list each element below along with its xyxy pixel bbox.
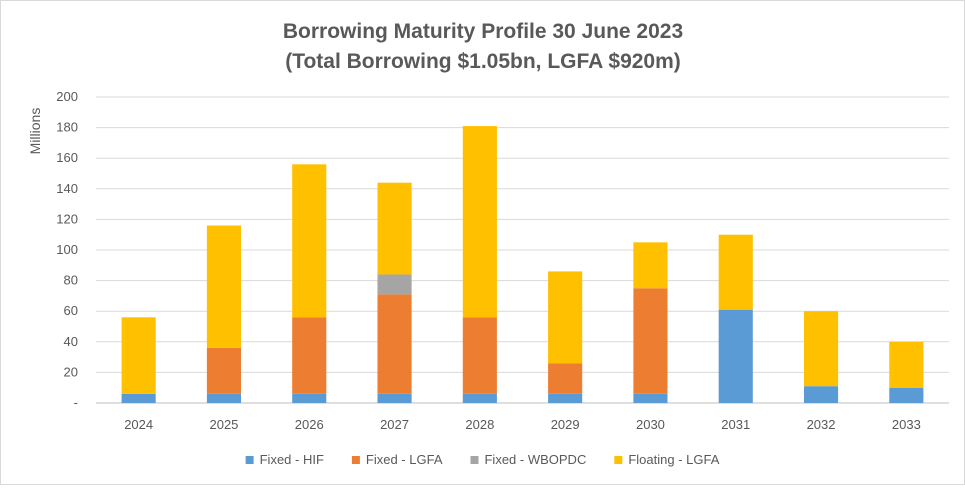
y-axis-ticks: - 20 40 60 80 100 120 140 160 180 200 <box>56 89 78 410</box>
bar-fixed-lgfa-2030 <box>633 288 668 394</box>
bars <box>121 126 924 403</box>
bar-floating-lgfa-2031 <box>718 234 753 310</box>
y-tick-label: 180 <box>56 120 78 135</box>
bar-fixed-lgfa-2027 <box>377 294 412 394</box>
y-tick-label: 60 <box>64 303 78 318</box>
x-tick-label: 2025 <box>209 417 238 432</box>
x-tick-label: 2028 <box>465 417 494 432</box>
x-tick-label: 2032 <box>807 417 836 432</box>
bar-fixed-hif-2026 <box>292 393 327 403</box>
y-tick-label: 200 <box>56 89 78 104</box>
x-tick-label: 2027 <box>380 417 409 432</box>
bar-floating-lgfa-2028 <box>462 126 497 318</box>
bar-floating-lgfa-2032 <box>803 311 839 387</box>
x-tick-label: 2024 <box>124 417 153 432</box>
x-tick-label: 2029 <box>551 417 580 432</box>
bar-floating-lgfa-2030 <box>633 242 668 289</box>
y-tick-label: - <box>74 395 78 410</box>
legend-swatch-floating-lgfa <box>614 456 623 464</box>
bar-fixed-hif-2028 <box>462 393 497 403</box>
x-tick-label: 2033 <box>892 417 921 432</box>
legend-swatch-fixed-lgfa <box>351 456 360 464</box>
bar-fixed-hif-2031 <box>718 309 753 403</box>
bar-fixed-lgfa-2029 <box>548 363 583 394</box>
y-tick-label: 40 <box>64 334 78 349</box>
y-axis-title: Millions <box>27 108 43 155</box>
bar-floating-lgfa-2033 <box>889 341 924 388</box>
chart-title: Borrowing Maturity Profile 30 June 2023 <box>283 20 683 43</box>
y-tick-label: 100 <box>56 242 78 257</box>
bar-fixed-hif-2024 <box>121 393 156 403</box>
y-tick-label: 160 <box>56 150 78 165</box>
bar-fixed-hif-2030 <box>633 393 668 403</box>
bar-fixed-hif-2027 <box>377 393 412 403</box>
x-tick-label: 2030 <box>636 417 665 432</box>
legend-label-fixed-wbopdc: Fixed - WBOPDC <box>484 452 586 467</box>
x-tick-label: 2031 <box>721 417 750 432</box>
bar-fixed-lgfa-2025 <box>206 347 242 394</box>
legend: Fixed - HIF Fixed - LGFA Fixed - WBOPDC Flo… <box>245 452 720 467</box>
legend-label-fixed-lgfa: Fixed - LGFA <box>366 452 443 467</box>
bar-fixed-hif-2029 <box>548 393 583 403</box>
bar-fixed-hif-2025 <box>206 393 242 403</box>
bar-floating-lgfa-2027 <box>377 182 412 275</box>
bar-fixed-hif-2033 <box>889 387 924 403</box>
bar-floating-lgfa-2025 <box>206 225 242 348</box>
bar-fixed-wbopdc-2027 <box>377 274 412 295</box>
legend-label-floating-lgfa: Floating - LGFA <box>628 452 719 467</box>
bar-fixed-lgfa-2028 <box>462 317 497 394</box>
legend-swatch-fixed-hif <box>245 456 254 464</box>
chart-subtitle: (Total Borrowing $1.05bn, LGFA $920m) <box>285 50 681 73</box>
bar-floating-lgfa-2029 <box>548 271 583 364</box>
y-tick-label: 140 <box>56 181 78 196</box>
bar-fixed-lgfa-2026 <box>292 317 327 394</box>
legend-label-fixed-hif: Fixed - HIF <box>260 452 324 467</box>
y-tick-label: 80 <box>64 273 78 288</box>
y-tick-label: 20 <box>64 364 78 379</box>
bar-floating-lgfa-2026 <box>292 164 327 318</box>
x-tick-label: 2026 <box>295 417 324 432</box>
bar-floating-lgfa-2024 <box>121 317 156 394</box>
y-tick-label: 120 <box>56 211 78 226</box>
x-axis-ticks: 2024 2025 2026 2027 2028 2029 2030 2031 2032 2033 <box>124 417 921 432</box>
legend-swatch-fixed-wbopdc <box>470 456 479 464</box>
bar-fixed-hif-2032 <box>803 386 839 403</box>
